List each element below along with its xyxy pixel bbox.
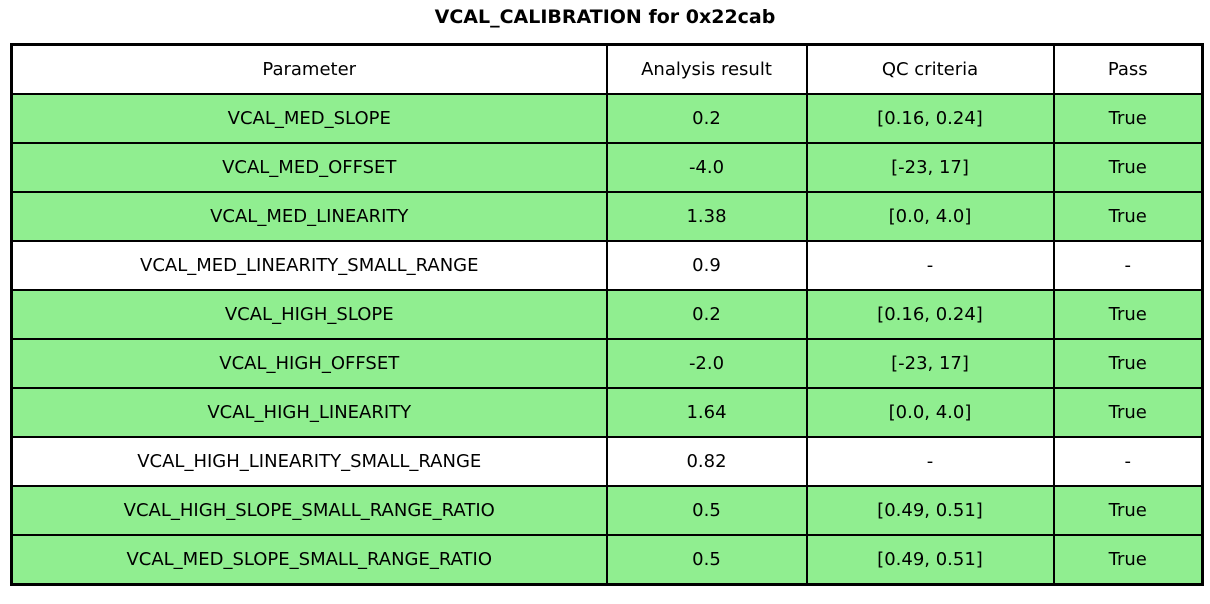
qc-criteria-cell: [0.0, 4.0] (805, 387, 1055, 438)
table-row: VCAL_MED_OFFSET -4.0 [-23, 17] True (10, 142, 1204, 193)
parameter-cell: VCAL_HIGH_SLOPE_SMALL_RANGE_RATIO (10, 485, 608, 536)
table-row: VCAL_HIGH_LINEARITY 1.64 [0.0, 4.0] True (10, 387, 1204, 438)
pass-cell: True (1052, 191, 1204, 242)
column-header-qc-criteria: QC criteria (805, 43, 1055, 95)
table-row: VCAL_HIGH_SLOPE 0.2 [0.16, 0.24] True (10, 289, 1204, 340)
result-cell: -4.0 (605, 142, 808, 193)
result-cell: 1.64 (605, 387, 808, 438)
qc-criteria-cell: - (805, 240, 1055, 291)
parameter-cell: VCAL_HIGH_LINEARITY (10, 387, 608, 438)
header-row: Parameter Analysis result QC criteria Pa… (10, 43, 1204, 95)
qc-criteria-cell: [0.49, 0.51] (805, 534, 1055, 586)
table-body: VCAL_MED_SLOPE 0.2 [0.16, 0.24] True VCA… (10, 93, 1204, 586)
table-row: VCAL_MED_SLOPE 0.2 [0.16, 0.24] True (10, 93, 1204, 144)
parameter-cell: VCAL_HIGH_SLOPE (10, 289, 608, 340)
result-cell: 0.82 (605, 436, 808, 487)
qc-criteria-cell: [-23, 17] (805, 338, 1055, 389)
column-header-pass: Pass (1052, 43, 1204, 95)
table-row: VCAL_HIGH_OFFSET -2.0 [-23, 17] True (10, 338, 1204, 389)
table-row: VCAL_MED_LINEARITY_SMALL_RANGE 0.9 - - (10, 240, 1204, 291)
result-cell: 0.5 (605, 485, 808, 536)
pass-cell: True (1052, 534, 1204, 586)
pass-cell: True (1052, 387, 1204, 438)
result-cell: 0.5 (605, 534, 808, 586)
qc-criteria-cell: [0.16, 0.24] (805, 289, 1055, 340)
result-cell: 0.2 (605, 93, 808, 144)
table-row: VCAL_MED_LINEARITY 1.38 [0.0, 4.0] True (10, 191, 1204, 242)
parameter-cell: VCAL_HIGH_OFFSET (10, 338, 608, 389)
pass-cell: True (1052, 142, 1204, 193)
parameter-cell: VCAL_MED_SLOPE_SMALL_RANGE_RATIO (10, 534, 608, 586)
qc-criteria-cell: [0.0, 4.0] (805, 191, 1055, 242)
qc-criteria-cell: [0.16, 0.24] (805, 93, 1055, 144)
result-cell: -2.0 (605, 338, 808, 389)
table-row: VCAL_HIGH_SLOPE_SMALL_RANGE_RATIO 0.5 [0… (10, 485, 1204, 536)
page-title: VCAL_CALIBRATION for 0x22cab (434, 6, 776, 28)
qc-criteria-cell: [0.49, 0.51] (805, 485, 1055, 536)
parameter-cell: VCAL_MED_LINEARITY (10, 191, 608, 242)
pass-cell: True (1052, 338, 1204, 389)
table-header: Parameter Analysis result QC criteria Pa… (10, 43, 1204, 95)
parameter-cell: VCAL_MED_LINEARITY_SMALL_RANGE (10, 240, 608, 291)
parameter-cell: VCAL_HIGH_LINEARITY_SMALL_RANGE (10, 436, 608, 487)
table-row: VCAL_HIGH_LINEARITY_SMALL_RANGE 0.82 - - (10, 436, 1204, 487)
column-header-parameter: Parameter (10, 43, 608, 95)
result-cell: 0.9 (605, 240, 808, 291)
qc-criteria-cell: [-23, 17] (805, 142, 1055, 193)
column-header-analysis-result: Analysis result (605, 43, 808, 95)
pass-cell: True (1052, 289, 1204, 340)
table-row: VCAL_MED_SLOPE_SMALL_RANGE_RATIO 0.5 [0.… (10, 534, 1204, 586)
result-cell: 1.38 (605, 191, 808, 242)
result-cell: 0.2 (605, 289, 808, 340)
qc-criteria-cell: - (805, 436, 1055, 487)
pass-cell: - (1052, 436, 1204, 487)
parameter-cell: VCAL_MED_OFFSET (10, 142, 608, 193)
qc-results-table: Parameter Analysis result QC criteria Pa… (10, 43, 1204, 586)
pass-cell: - (1052, 240, 1204, 291)
pass-cell: True (1052, 93, 1204, 144)
pass-cell: True (1052, 485, 1204, 536)
parameter-cell: VCAL_MED_SLOPE (10, 93, 608, 144)
